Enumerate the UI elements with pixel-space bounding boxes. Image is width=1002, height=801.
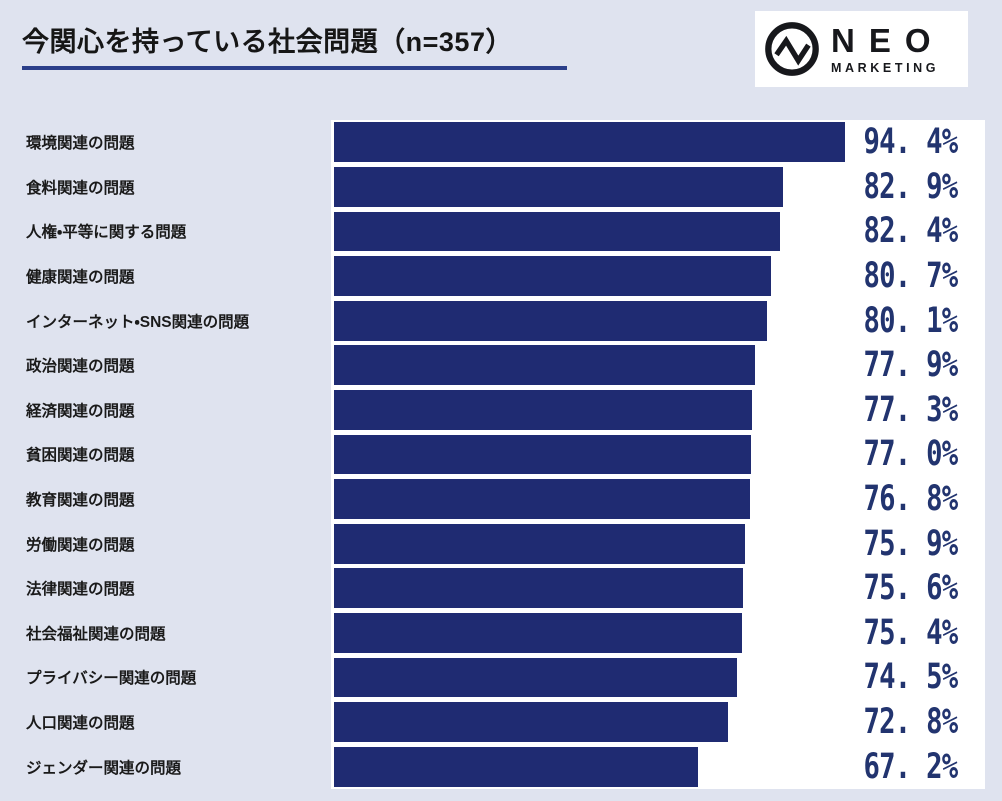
bar [334, 434, 751, 475]
bar-label: 貧困関連の問題 [26, 447, 135, 465]
bar-value: 74. 5% [863, 657, 958, 698]
bar-value: 72. 8% [863, 702, 958, 743]
bar-value: 76. 8% [863, 479, 958, 520]
logo-name: NEO [831, 21, 945, 59]
bar-value: 67. 2% [863, 746, 958, 787]
bar-label: 政治関連の問題 [26, 358, 135, 376]
bar-label: 人権・平等に関する問題 [26, 224, 187, 242]
bar-value: 94. 4% [863, 122, 958, 163]
bar [334, 389, 753, 430]
bar-row: プライバシー関連の問題 74. 5% [0, 655, 1002, 700]
bar-row: インターネット・SNS関連の問題 80. 1% [0, 298, 1002, 343]
bar [334, 657, 737, 698]
bar [334, 612, 742, 653]
bar-row: 社会福祉関連の問題 75. 4% [0, 611, 1002, 656]
bar-row: 人権・平等に関する問題 82. 4% [0, 209, 1002, 254]
bar-row: 経済関連の問題 77. 3% [0, 388, 1002, 433]
bar [334, 523, 745, 564]
bar [334, 702, 728, 742]
bar-label: 教育関連の問題 [26, 492, 135, 510]
bar [334, 568, 743, 609]
bar-value: 82. 4% [863, 211, 958, 252]
logo-text: NEO MARKETING [831, 24, 945, 75]
bar [334, 345, 756, 386]
bar-row: ジェンダー関連の問題 67. 2% [0, 744, 1002, 789]
bar-row: 食料関連の問題 82. 9% [0, 165, 1002, 210]
bar-label: 法律関連の問題 [26, 581, 135, 599]
bar-row: 政治関連の問題 77. 9% [0, 343, 1002, 388]
bar [334, 211, 780, 252]
bar-row: 労働関連の問題 75. 9% [0, 521, 1002, 566]
bar-row: 環境関連の問題 94. 4% [0, 120, 1002, 165]
bar-value: 75. 9% [863, 523, 958, 564]
bar-label: 社会福祉関連の問題 [26, 625, 166, 643]
bar [334, 256, 771, 296]
bar-value: 82. 9% [863, 166, 958, 207]
logo-subtitle: MARKETING [831, 60, 940, 75]
bar-row: 教育関連の問題 76. 8% [0, 477, 1002, 522]
bar-label: 環境関連の問題 [26, 135, 135, 153]
chart-rows: 環境関連の問題 94. 4% 食料関連の問題 82. 9% 人権・平等に関する問… [0, 120, 1002, 789]
bar [334, 479, 750, 519]
bar-label: ジェンダー関連の問題 [26, 759, 182, 777]
bar-label: 人口関連の問題 [26, 715, 135, 733]
bar-row: 貧困関連の問題 77. 0% [0, 432, 1002, 477]
bar-value: 77. 3% [863, 389, 958, 430]
pulse-in-circle-icon [765, 22, 819, 76]
neo-marketing-logo: NEO MARKETING [755, 11, 968, 87]
bar-label: プライバシー関連の問題 [26, 670, 197, 688]
bar-label: 食料関連の問題 [26, 179, 135, 197]
bar [334, 166, 783, 207]
page-title: 今関心を持っている社会問題（n=357） [22, 20, 567, 70]
bar-row: 法律関連の問題 75. 6% [0, 566, 1002, 611]
bar-value: 80. 7% [863, 256, 958, 297]
bar-value: 75. 4% [863, 612, 958, 653]
bar-label: 健康関連の問題 [26, 269, 135, 287]
bar-value: 77. 9% [863, 345, 958, 386]
bar-value: 77. 0% [863, 434, 958, 475]
bar-label: インターネット・SNS関連の問題 [26, 313, 250, 331]
bar [334, 746, 698, 787]
bar [334, 122, 845, 163]
bar-row: 人口関連の問題 72. 8% [0, 700, 1002, 745]
bar-value: 80. 1% [863, 300, 958, 341]
bar-row: 健康関連の問題 80. 7% [0, 254, 1002, 299]
bar-value: 75. 6% [863, 568, 958, 609]
bar-label: 労働関連の問題 [26, 536, 135, 554]
bar [334, 300, 768, 341]
bar-label: 経済関連の問題 [26, 402, 135, 420]
